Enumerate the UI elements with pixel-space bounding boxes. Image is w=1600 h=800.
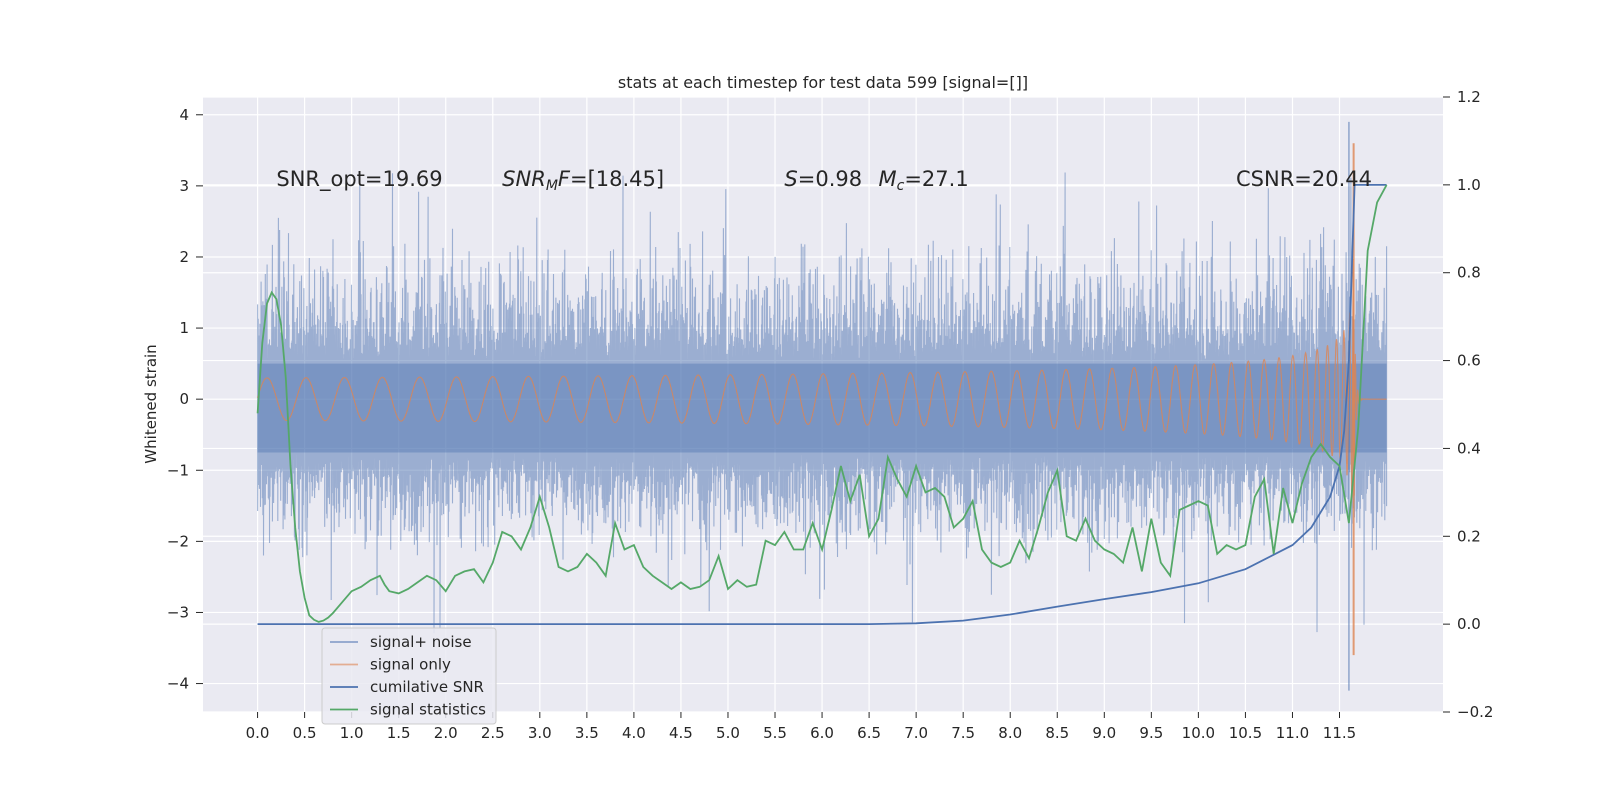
legend: signal+ noise signal only cumilative SNR si… xyxy=(321,627,497,725)
y2-tick-label: 0.0 xyxy=(1457,615,1481,633)
annotation-snr-mf: SNRMF=[18.45] xyxy=(502,167,664,194)
legend-label: cumilative SNR xyxy=(370,678,484,696)
series-signal-noise xyxy=(257,172,1388,634)
y-tick-label: 1 xyxy=(179,319,189,337)
x-axis: 0.0 0.5 1.0 1.5 2.0 2.5 3.0 3.5 4.0 4.5 5.0 5.5 6.0 6… xyxy=(246,712,1356,742)
x-tick-label: 1.0 xyxy=(340,724,364,742)
annotation-snr-opt: SNR_opt=19.69 xyxy=(276,167,442,192)
x-tick-label: 6.5 xyxy=(857,724,881,742)
x-tick-label: 11.0 xyxy=(1276,724,1309,742)
x-tick-label: 11.5 xyxy=(1323,724,1356,742)
x-tick-label: 9.5 xyxy=(1139,724,1163,742)
chart-title: stats at each timestep for test data 599… xyxy=(618,73,1028,92)
y2-tick-label: −0.2 xyxy=(1457,703,1493,721)
y-tick-label: 3 xyxy=(179,177,189,195)
left-y-axis: −4 −3 −2 −1 0 1 2 3 4 xyxy=(167,106,203,693)
legend-label: signal only xyxy=(370,656,451,674)
x-tick-label: 5.5 xyxy=(763,724,787,742)
series-cumilative-snr xyxy=(257,184,1387,625)
x-tick-label: 8.5 xyxy=(1045,724,1069,742)
y2-tick-label: 0.6 xyxy=(1457,352,1481,370)
y2-tick-label: 0.4 xyxy=(1457,439,1481,457)
x-tick-label: 7.5 xyxy=(951,724,975,742)
x-tick-label: 5.0 xyxy=(716,724,740,742)
y-tick-label: 2 xyxy=(179,248,189,266)
series-signal-statistics xyxy=(256,184,1388,623)
x-tick-label: 4.5 xyxy=(669,724,693,742)
x-tick-label: 10.5 xyxy=(1229,724,1262,742)
annotation-mc: Mc=27.1 xyxy=(879,167,969,194)
x-tick-label: 2.0 xyxy=(434,724,458,742)
legend-label: signal+ noise xyxy=(370,633,472,651)
y2-tick-label: 1.0 xyxy=(1457,176,1481,194)
y2-tick-label: 0.8 xyxy=(1457,264,1481,282)
x-tick-label: 9.0 xyxy=(1092,724,1116,742)
x-tick-label: 7.0 xyxy=(904,724,928,742)
annotation-csnr: CSNR=20.44 xyxy=(1236,167,1372,191)
y-tick-label: −4 xyxy=(167,675,189,693)
y-axis-label: Whitened strain xyxy=(142,344,160,463)
x-tick-label: 2.5 xyxy=(481,724,505,742)
x-tick-label: 4.0 xyxy=(622,724,646,742)
y-tick-label: 4 xyxy=(179,106,189,124)
legend-box xyxy=(321,627,497,725)
x-tick-label: 6.0 xyxy=(810,724,834,742)
x-tick-label: 0.5 xyxy=(293,724,317,742)
annotations: SNR_opt=19.69 SNRMF=[18.45] S=0.98 Mc=27.1 C… xyxy=(276,167,1372,194)
series-signal-noise-band xyxy=(257,363,1387,453)
x-tick-label: 8.0 xyxy=(998,724,1022,742)
x-tick-label: 10.0 xyxy=(1182,724,1215,742)
legend-label: signal statistics xyxy=(370,701,486,719)
y2-tick-label: 0.2 xyxy=(1457,527,1481,545)
y-tick-label: 0 xyxy=(179,390,189,408)
annotation-s: S=0.98 xyxy=(784,167,862,191)
y-tick-label: −1 xyxy=(167,461,189,479)
y-tick-label: −3 xyxy=(167,603,189,621)
x-tick-label: 3.0 xyxy=(528,724,552,742)
y2-tick-label: 1.2 xyxy=(1457,88,1481,106)
data-layer xyxy=(256,121,1388,691)
series-signal-only xyxy=(257,258,1387,498)
right-y-axis: −0.2 0.0 0.2 0.4 0.6 0.8 1.0 1.2 xyxy=(1443,88,1493,721)
x-tick-label: 0.0 xyxy=(246,724,270,742)
y-tick-label: −2 xyxy=(167,532,189,550)
x-tick-label: 1.5 xyxy=(387,724,411,742)
x-tick-label: 3.5 xyxy=(575,724,599,742)
